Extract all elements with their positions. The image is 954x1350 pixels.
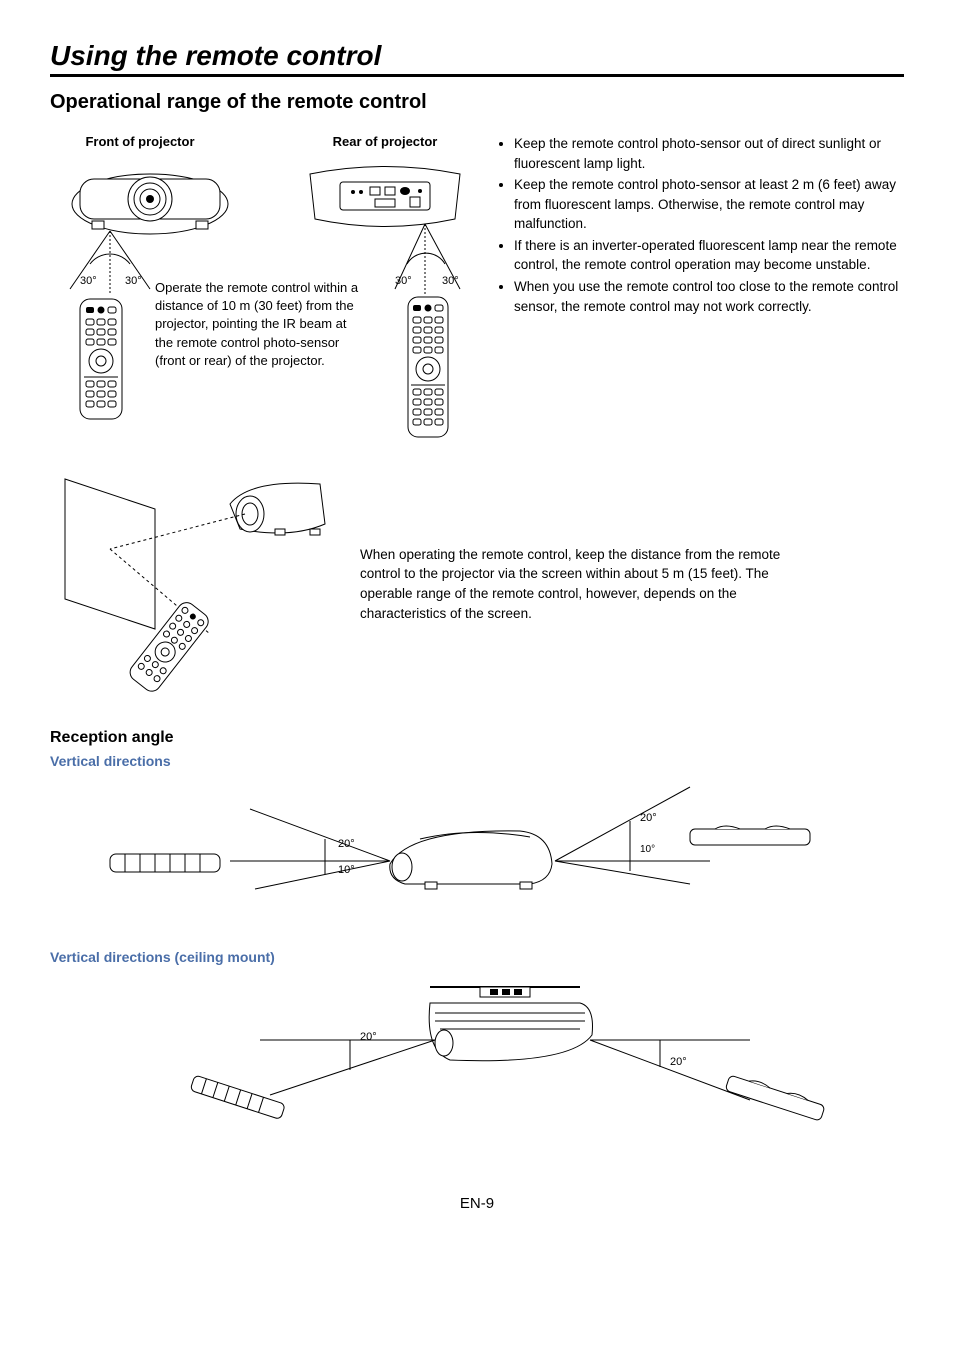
front-angle-left: 30° (80, 275, 97, 287)
section-title: Operational range of the remote control (50, 91, 904, 114)
list-item: Keep the remote control photo-sensor at … (514, 175, 904, 234)
warning-list: Keep the remote control photo-sensor out… (490, 134, 904, 316)
svg-text:20°: 20° (670, 1056, 687, 1068)
rear-label: Rear of projector (300, 134, 470, 149)
svg-text:10°: 10° (640, 844, 655, 855)
range-diagram: 30° 30° (50, 149, 470, 429)
title-rule (50, 74, 904, 77)
list-item: Keep the remote control photo-sensor out… (514, 134, 904, 173)
reception-title: Reception angle (50, 729, 904, 747)
ceiling-diagram: 20° 20° (50, 975, 904, 1145)
operate-text: Operate the remote control within a dist… (155, 279, 365, 370)
vertical-label: Vertical directions (50, 753, 904, 769)
front-label: Front of projector (50, 134, 230, 149)
ceiling-label: Vertical directions (ceiling mount) (50, 949, 904, 965)
vertical-diagram: 20° 10° 20° 10° (50, 779, 904, 929)
screen-diagram (50, 469, 330, 699)
screen-text: When operating the remote control, keep … (360, 545, 790, 623)
svg-text:20°: 20° (360, 1031, 377, 1043)
svg-text:20°: 20° (640, 812, 657, 824)
page-number: EN-9 (50, 1195, 904, 1212)
page-title: Using the remote control (50, 40, 904, 72)
front-angle-right: 30° (125, 275, 142, 287)
rear-angle-left: 30° (395, 275, 412, 287)
list-item: If there is an inverter-operated fluores… (514, 236, 904, 275)
screen-diagram-row: When operating the remote control, keep … (50, 469, 904, 699)
svg-text:20°: 20° (338, 838, 355, 850)
svg-text:10°: 10° (338, 864, 355, 876)
list-item: When you use the remote control too clos… (514, 277, 904, 316)
rear-angle-right: 30° (442, 275, 459, 287)
